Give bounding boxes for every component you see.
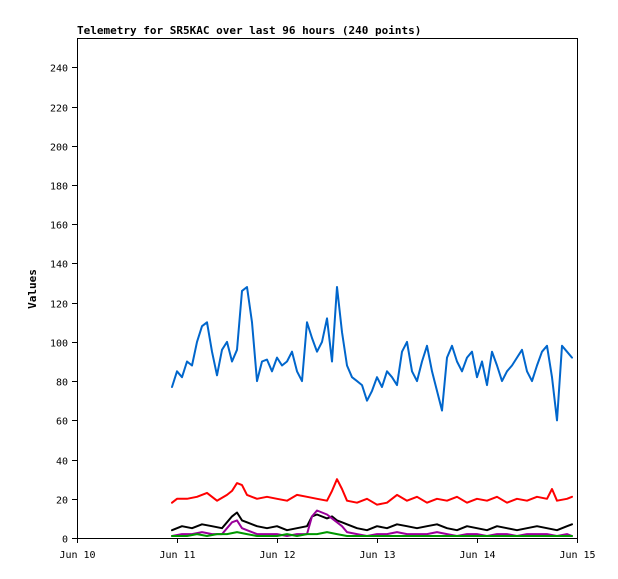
chart-title: Telemetry for SR5KAC over last 96 hours … — [77, 24, 421, 37]
series-line-2 — [171, 478, 573, 506]
y-tick-label: 160 — [50, 221, 68, 232]
y-tick-label: 80 — [56, 378, 68, 389]
y-tick-label: 120 — [50, 300, 68, 311]
series-line-4 — [171, 509, 573, 537]
y-tick-label: 60 — [56, 417, 68, 428]
y-axis: 0 20 40 60 80 100 120 140 160 180 200 220 240 — [50, 64, 77, 546]
series-line-1 — [171, 286, 573, 422]
series-line-3 — [171, 511, 573, 532]
y-axis-label: Values — [26, 269, 39, 309]
y-tick-label: 180 — [50, 182, 68, 193]
x-axis: Jun 10 Jun 11 Jun 12 Jun 13 Jun 14 Jun 15 — [59, 538, 596, 561]
y-tick-label: 100 — [50, 339, 68, 350]
y-tick-label: 40 — [56, 457, 68, 468]
x-tick-label: Jun 13 — [359, 550, 395, 561]
y-tick-label: 240 — [50, 64, 68, 75]
y-tick-label: 20 — [56, 496, 68, 507]
series-line-5 — [171, 531, 573, 537]
x-tick-label: Jun 15 — [559, 550, 595, 561]
y-tick-label: 220 — [50, 104, 68, 115]
y-tick-label: 140 — [50, 260, 68, 271]
x-tick-label: Jun 14 — [459, 550, 495, 561]
series-layer — [171, 286, 573, 537]
x-tick-label: Jun 11 — [159, 550, 195, 561]
y-tick-label: 0 — [62, 535, 68, 546]
x-tick-label: Jun 12 — [259, 550, 295, 561]
x-tick-label: Jun 10 — [59, 550, 95, 561]
y-tick-label: 200 — [50, 143, 68, 154]
plot-area — [77, 38, 578, 539]
